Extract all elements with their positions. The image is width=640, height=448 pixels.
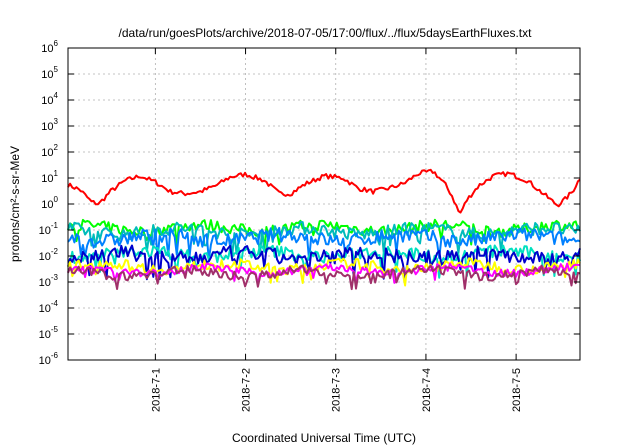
y-axis-ticks: 10-6 10-5 10-4 10-3 10-2 10-1 100 101 102 103 104 1… xyxy=(39,39,580,367)
x-axis-label: Coordinated Universal Time (UTC) xyxy=(232,431,416,445)
series-line xyxy=(67,221,581,256)
x-axis-ticks: 2018-7-1 2018-7-2 2018-7-3 2018-7-4 2018-7-5 xyxy=(150,48,523,412)
y-tick-label: 10-4 xyxy=(39,299,59,315)
y-tick-label: 102 xyxy=(41,143,58,159)
x-tick-label: 2018-7-3 xyxy=(331,368,343,412)
chart-title: /data/run/goesPlots/archive/2018-07-05/1… xyxy=(119,26,533,40)
series-line xyxy=(67,257,581,287)
grid-lines xyxy=(68,48,580,360)
y-tick-label: 101 xyxy=(41,169,58,185)
x-tick-label: 2018-7-4 xyxy=(421,368,433,412)
y-tick-label: 105 xyxy=(41,65,58,81)
y-tick-label: 104 xyxy=(41,91,58,107)
y-axis-label: protons/cm²-s-sr-MeV xyxy=(8,146,22,262)
series-layer xyxy=(67,168,581,291)
x-tick-label: 2018-7-5 xyxy=(511,368,523,412)
series-line xyxy=(67,168,581,214)
x-tick-label: 2018-7-1 xyxy=(150,368,162,412)
y-tick-label: 10-5 xyxy=(39,325,59,341)
y-tick-label: 10-1 xyxy=(39,221,59,237)
series-line xyxy=(67,262,581,285)
series-line xyxy=(67,244,581,281)
y-tick-label: 103 xyxy=(41,117,58,133)
series-line xyxy=(67,264,581,291)
y-tick-label: 10-2 xyxy=(39,247,59,263)
y-tick-label: 10-6 xyxy=(39,351,59,367)
y-tick-label: 106 xyxy=(41,39,58,55)
y-tick-label: 10-3 xyxy=(39,273,59,289)
x-tick-label: 2018-7-2 xyxy=(241,368,253,412)
series-line xyxy=(67,244,581,279)
y-tick-label: 100 xyxy=(41,195,58,211)
